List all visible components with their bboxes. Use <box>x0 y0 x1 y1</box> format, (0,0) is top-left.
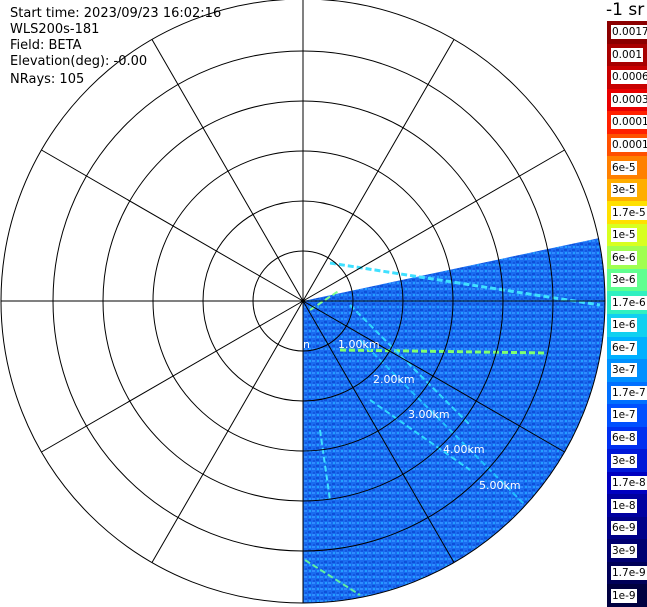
range-label: 4.00km <box>443 443 485 456</box>
range-labels: 1.00km 2.00km 3.00km 4.00km 5.00km n <box>303 338 521 492</box>
azimuth-spoke <box>151 39 304 302</box>
colorbar-tick-label: 1e-7 <box>611 408 637 423</box>
colorbar-tick-label: 3e-5 <box>611 183 637 198</box>
azimuth-spoke <box>302 300 565 453</box>
aerosol-streak <box>319 429 331 501</box>
colorbar-tick-label: 1e-8 <box>611 498 637 513</box>
colorbar-tick-label: 3e-6 <box>611 273 637 288</box>
azimuth-spoke <box>302 39 455 302</box>
colorbar-tick-label: 1e-9 <box>611 588 637 603</box>
azimuth-spoke <box>41 149 304 302</box>
azimuth-spokes <box>1 0 605 603</box>
range-label: 3.00km <box>408 408 450 421</box>
aerosol-streak <box>349 304 471 426</box>
azimuth-spoke <box>151 300 304 563</box>
colorbar-tick-label: 0.0006 <box>611 70 647 85</box>
nrays-text: NRays: 105 <box>10 72 85 87</box>
azimuth-spoke <box>302 300 455 563</box>
colorbar-tick-label: 1e-5 <box>611 228 637 243</box>
colorbar-tick-label: 1e-6 <box>611 318 637 333</box>
colorbar-tick-label: 1.7e-5 <box>611 205 647 220</box>
azimuth-spoke <box>41 300 304 453</box>
colorbar-tick-label: 3e-8 <box>611 453 637 468</box>
aerosol-streak <box>359 339 541 521</box>
start-time-text: Start time: 2023/09/23 16:02:16 <box>10 6 222 21</box>
colorbar-tick-label: 6e-7 <box>611 340 637 355</box>
instrument-text: WLS200s-181 <box>10 22 100 37</box>
colorbar-tick-label: 6e-6 <box>611 250 637 265</box>
colorbar-tick-label: 1.7e-8 <box>611 476 647 491</box>
colorbar-tick-label: 3e-9 <box>611 543 637 558</box>
colorbar-units: -1 sr <box>606 0 645 20</box>
colorbar-tick-label: 0.0017 <box>611 25 647 40</box>
aerosol-streak <box>309 289 341 311</box>
azimuth-spoke <box>302 149 565 302</box>
field-text: Field: BETA <box>10 38 82 53</box>
colorbar-tick-label: 6e-9 <box>611 521 637 536</box>
aerosol-streak <box>329 261 601 307</box>
colorbar-tick-label: 1.7e-7 <box>611 385 647 400</box>
colorbar-tick-label: 6e-8 <box>611 430 637 445</box>
colorbar-tick-label: 0.0001 <box>611 137 647 152</box>
aerosol-streak <box>369 399 471 471</box>
colorbar-tick-label: 0.0003 <box>611 92 647 107</box>
range-label: 1.00km <box>338 338 380 351</box>
backscatter-sector <box>303 238 605 603</box>
colorbar-tick-label: 3e-7 <box>611 363 637 378</box>
ppi-plot: 1.00km 2.00km 3.00km 4.00km 5.00km n <box>0 0 606 604</box>
elevation-text: Elevation(deg): -0.00 <box>10 54 148 69</box>
edge-label: n <box>303 338 310 351</box>
colorbar: 0.0017 0.001 0.0006 0.0003 0.00017 0.0001 6e-5… <box>607 21 647 607</box>
colorbar-tick-label: 1.7e-6 <box>611 295 647 310</box>
colorbar-tick-label: 0.001 <box>611 47 644 62</box>
aerosol-streak <box>304 559 361 596</box>
colorbar-tick-label: 0.00017 <box>611 115 647 130</box>
range-label: 5.00km <box>479 479 521 492</box>
colorbar-tick-label: 6e-5 <box>611 160 637 175</box>
colorbar-tick-label: 1.7e-9 <box>611 566 647 581</box>
range-label: 2.00km <box>373 373 415 386</box>
